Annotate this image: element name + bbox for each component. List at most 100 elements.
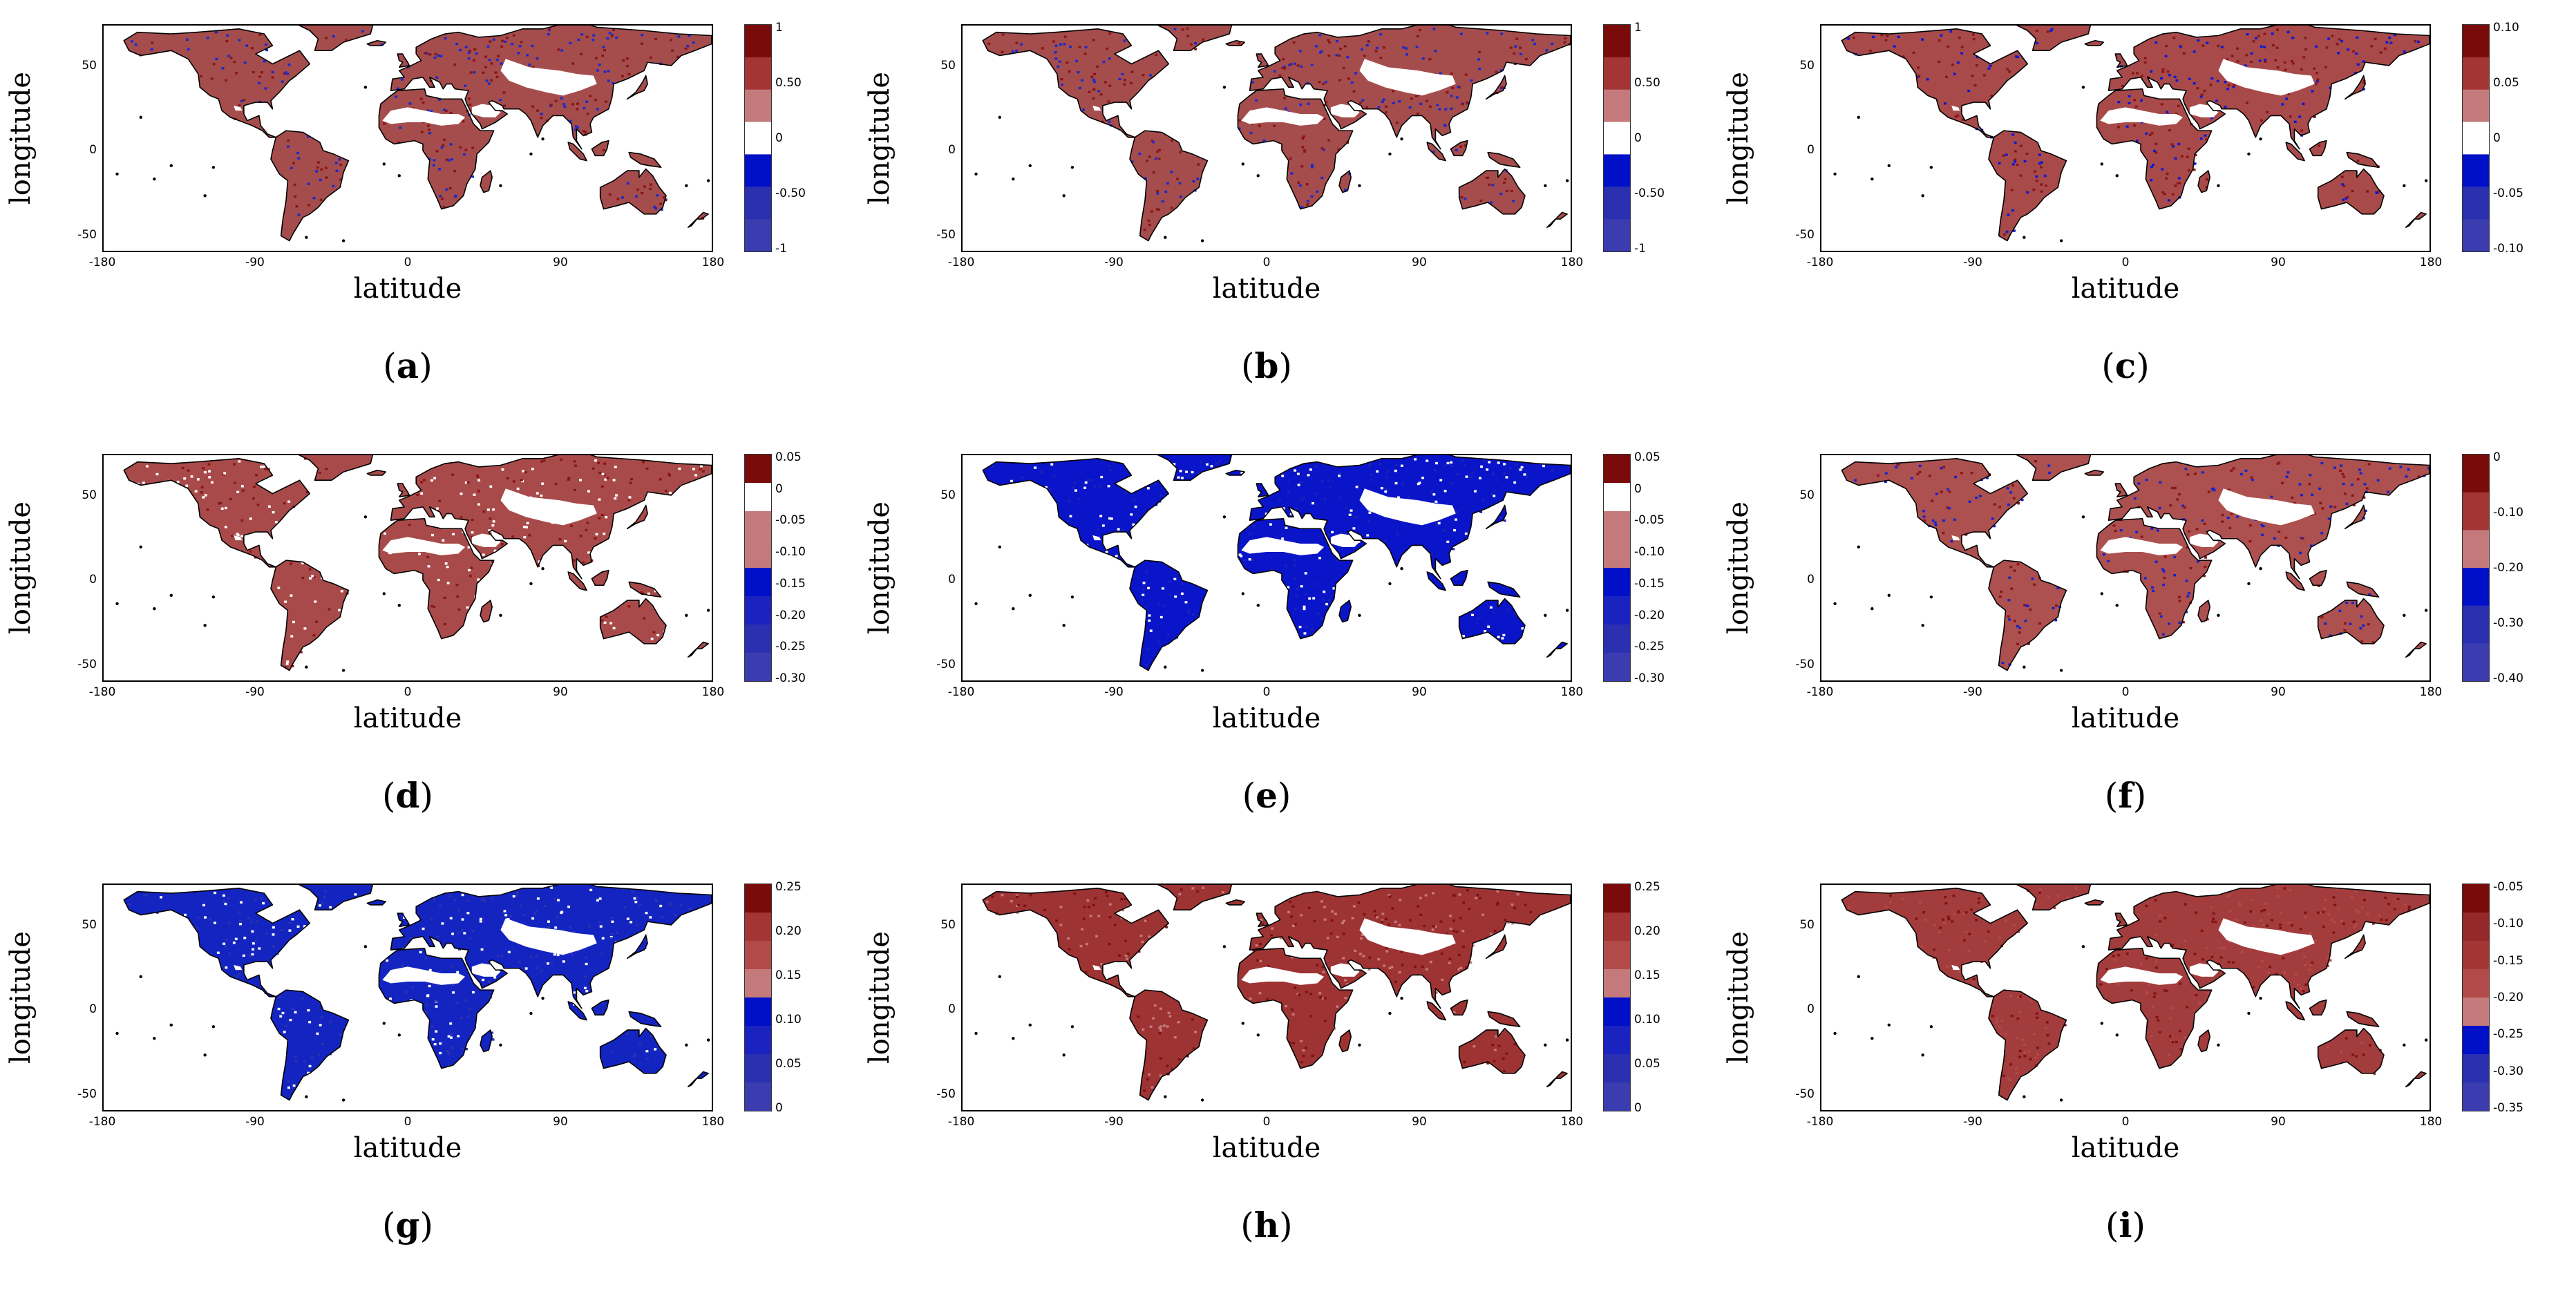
colorbar-band <box>745 455 771 484</box>
pale-layer <box>1951 488 2315 555</box>
island-13 <box>382 1022 386 1025</box>
landmass-sumatra <box>568 572 587 591</box>
speckle-layer <box>129 886 692 1089</box>
x-tick-label: 0 <box>1262 1115 1271 1129</box>
coast-eurasia <box>2109 885 2430 1009</box>
island-0 <box>139 545 142 548</box>
landmass-newGuinea <box>2347 582 2379 598</box>
coast-borneo <box>591 1000 608 1015</box>
coast-borneo <box>2309 571 2326 586</box>
colorbar-band <box>2463 1054 2489 1083</box>
landmass-borneo <box>591 1000 609 1015</box>
world-map <box>961 884 1572 1111</box>
colorbar-tick-label: -0.20 <box>2493 561 2523 575</box>
coast-nz <box>2406 642 2426 657</box>
colorbar-band <box>745 219 771 251</box>
island-1 <box>1871 177 1874 181</box>
landmass-nz <box>1546 642 1568 658</box>
landmass-borneo <box>591 140 609 156</box>
coast-iceland <box>2085 41 2103 46</box>
coast-iceland <box>1226 41 1244 46</box>
island-9 <box>2217 1043 2220 1047</box>
landmass-australia <box>2318 598 2384 644</box>
colorbar-band <box>2463 89 2489 123</box>
colorbar-band <box>1604 653 1630 681</box>
x-tick-label: 90 <box>2271 1115 2286 1129</box>
island-11 <box>1400 567 1403 571</box>
caption-letter: d <box>395 775 420 816</box>
coast-northAmerica <box>124 459 310 567</box>
island-1 <box>153 607 156 611</box>
coast-greenland <box>2007 455 2092 480</box>
y-axis-label: longitude <box>5 71 37 205</box>
island-9 <box>1358 613 1361 617</box>
y-tick-label: 50 <box>82 918 97 933</box>
colorbar-band <box>745 89 771 123</box>
x-axis-label: latitude <box>1212 1132 1321 1164</box>
speckle-layer <box>1854 460 2430 666</box>
pale-mexicoGap <box>234 105 243 111</box>
coast-eurasia <box>1250 26 1571 149</box>
landmass-greenland <box>299 885 373 910</box>
pale-sahara <box>2100 107 2184 126</box>
caption-letter: g <box>395 1205 420 1245</box>
coast-iceland <box>1226 900 1244 905</box>
island-6 <box>363 945 368 948</box>
map-panel-c: longitude 50 0 -50 -180 -90 0 90 180 latitude … <box>1718 0 2576 430</box>
coast-japan <box>2345 75 2365 99</box>
coast-australia <box>1459 169 1525 214</box>
colorbar-tick-label: -0.30 <box>1634 671 1665 685</box>
land-layer <box>1841 26 2430 241</box>
x-tick-label: -180 <box>88 256 116 269</box>
caption-letter: e <box>1256 775 1278 816</box>
colorbar-band <box>1604 969 1630 998</box>
pale-mexicoGap <box>1092 535 1101 541</box>
coastline-layer <box>974 26 1571 242</box>
landmass-borneo <box>2309 570 2327 586</box>
colorbar-tick-label: 0.50 <box>775 76 802 90</box>
coast-africa <box>1238 519 1352 639</box>
map-svg <box>115 26 712 242</box>
coast-australia <box>2318 1029 2384 1073</box>
island-0 <box>139 975 142 978</box>
coast-nz <box>1547 642 1567 657</box>
map-panel-h: longitude 50 0 -50 -180 -90 0 90 180 latitude … <box>859 859 1718 1289</box>
coast-australia <box>2318 599 2384 644</box>
coast-northAmerica <box>1841 459 2027 567</box>
colorbar-tick-label: 0.20 <box>1634 924 1660 938</box>
landmass-nz <box>1546 1071 1568 1087</box>
island-6 <box>1222 86 1227 89</box>
x-tick-label: 180 <box>2419 256 2443 269</box>
island-7 <box>305 665 308 669</box>
colorbar-band <box>1604 89 1630 123</box>
colorbar-tick-label: -0.20 <box>1634 608 1665 622</box>
colorbar-tick-label: 0.50 <box>1634 76 1660 90</box>
island-9 <box>499 1043 502 1047</box>
land-layer <box>1841 455 2430 671</box>
island-12 <box>2115 1033 2119 1037</box>
pale-layer <box>1092 918 1456 985</box>
island-4 <box>203 624 207 627</box>
landmass-japan <box>2345 505 2366 529</box>
x-tick-label: -180 <box>1806 256 1834 269</box>
island-4 <box>1921 194 1924 198</box>
pale-sahara <box>1241 537 1325 555</box>
colorbar-tick-label: 0.25 <box>775 880 802 894</box>
landmass-australia <box>600 598 666 644</box>
landmass-greenland <box>1158 26 1232 51</box>
landmass-sumatra <box>2286 142 2305 161</box>
colorbar-ticks: 0.05 0 -0.05 -0.10 -0.15 -0.20 -0.25 -0.30 <box>1634 450 1710 685</box>
island-6 <box>2081 515 2085 519</box>
island-10 <box>529 152 533 156</box>
landmass-sumatra <box>2286 572 2305 591</box>
landmass-southAmerica <box>1130 131 1208 241</box>
pale-asiaNull <box>2218 59 2315 96</box>
colorbar-band <box>745 596 771 625</box>
map-svg <box>115 885 712 1102</box>
colorbar-band <box>1604 568 1630 597</box>
island-2 <box>1833 602 1837 606</box>
y-axis-label: longitude <box>864 930 896 1064</box>
pale-sahara <box>1241 966 1325 985</box>
x-tick-label: 180 <box>1560 685 1584 699</box>
x-tick-label: -180 <box>1806 1115 1834 1129</box>
